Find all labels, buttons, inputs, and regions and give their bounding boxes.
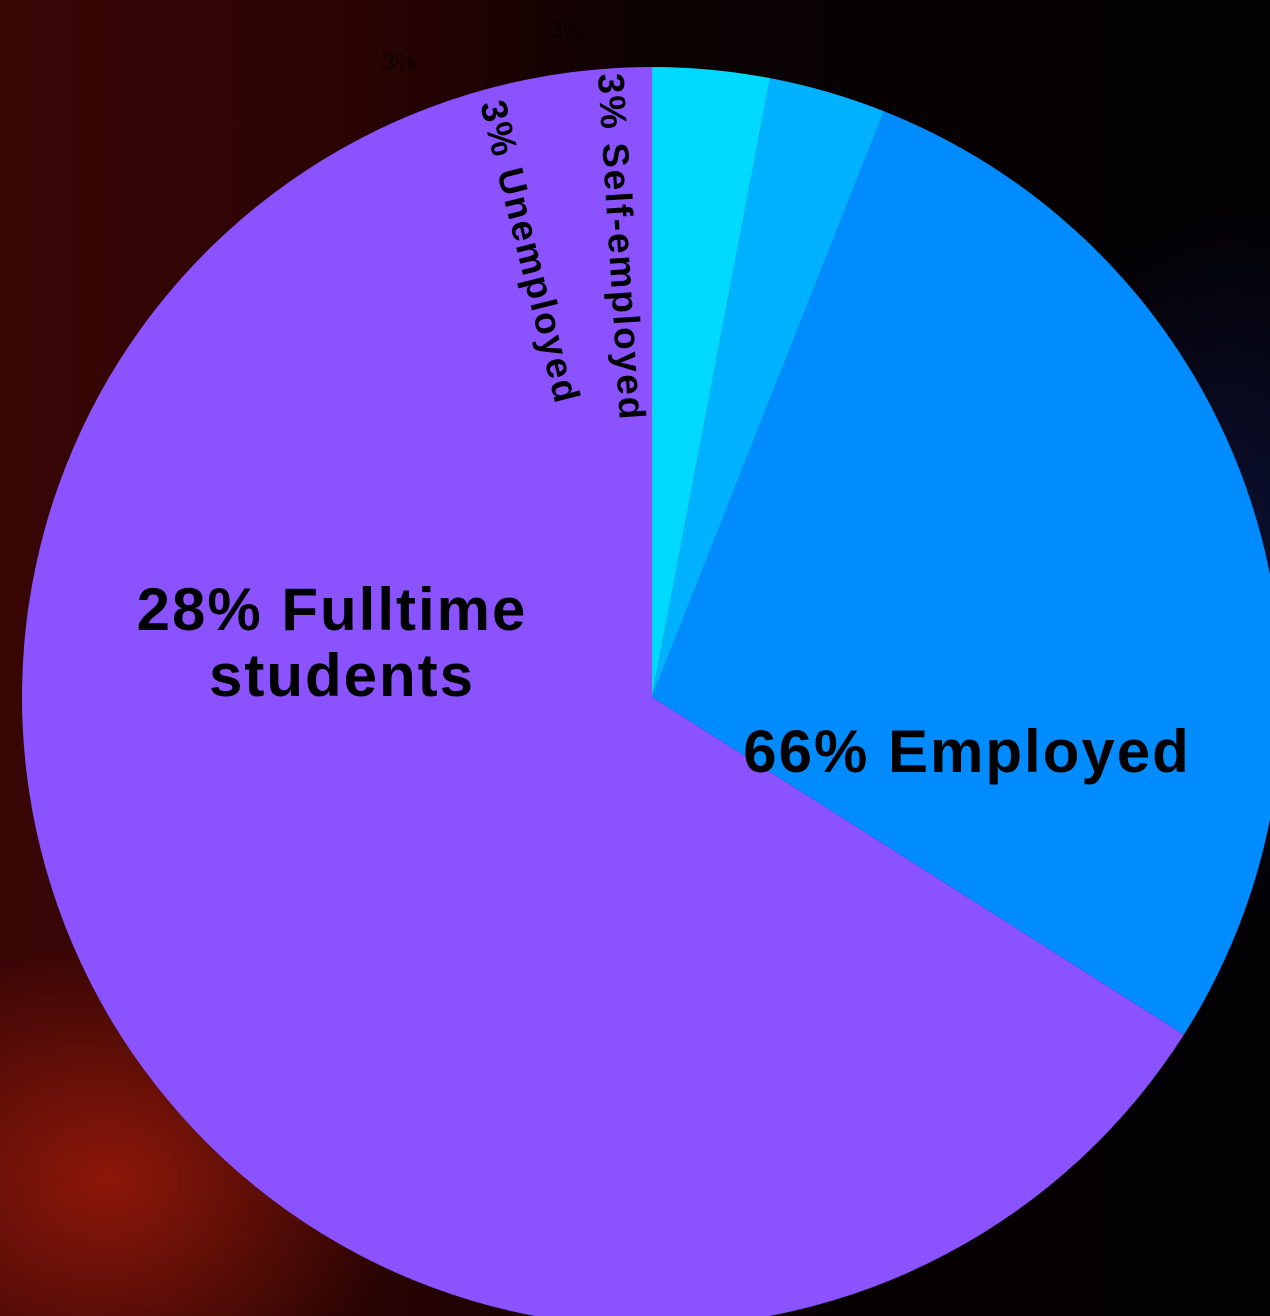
pie-slice-fulltime-students (652, 111, 1270, 1035)
label-employed: 66% Employed (743, 718, 1191, 785)
pie-slice-employed (22, 67, 1184, 1316)
label-fulltime-students-line1: 28% Fulltime (137, 576, 528, 643)
outer-label-unemployed: 3% (382, 49, 417, 76)
pie-slice-self-employed (652, 67, 771, 697)
pie-slice-unemployed (652, 78, 884, 697)
outer-label-self-employed: 3% (550, 17, 585, 44)
label-fulltime-students-line2: students (209, 642, 475, 709)
pie-slices (22, 67, 1270, 1316)
